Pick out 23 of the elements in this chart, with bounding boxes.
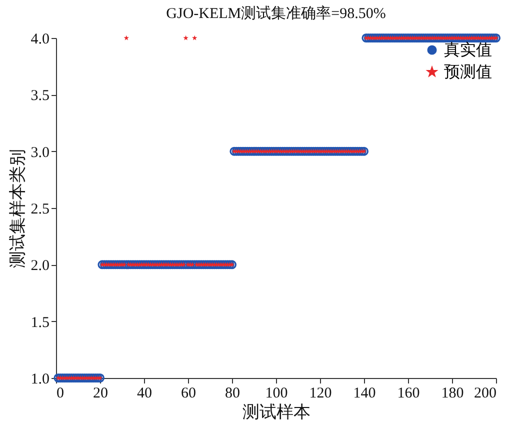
x-tick-label: 60 bbox=[181, 386, 196, 402]
x-tick-label: 120 bbox=[309, 386, 332, 402]
x-tick-label: 160 bbox=[397, 386, 420, 402]
x-axis-title: 测试样本 bbox=[242, 402, 310, 422]
legend-label: 预测值 bbox=[444, 64, 492, 81]
x-tick-label: 20 bbox=[93, 386, 108, 402]
y-tick-label: 3.5 bbox=[30, 88, 50, 104]
x-tick-label: 140 bbox=[353, 386, 376, 402]
y-tick-label: 1.5 bbox=[30, 314, 50, 331]
y-tick-label: 4.0 bbox=[30, 32, 50, 48]
y-tick-label: 1.0 bbox=[30, 372, 50, 388]
x-tick-label: 200 bbox=[474, 386, 496, 402]
x-tick-label: 40 bbox=[137, 386, 152, 402]
y-axis-title: 测试集样本类别 bbox=[8, 149, 27, 268]
legend-label: 真实值 bbox=[444, 41, 492, 59]
x-tick-label: 180 bbox=[441, 386, 464, 402]
y-tick-label: 2.5 bbox=[30, 202, 50, 218]
x-tick-label: 100 bbox=[265, 386, 288, 402]
y-tick-label: 3.0 bbox=[30, 144, 50, 161]
x-tick-label: 0 bbox=[56, 386, 64, 402]
x-tick-label: 80 bbox=[225, 386, 240, 402]
chart-title: GJO-KELM测试集准确率=98.50% bbox=[166, 5, 386, 22]
y-tick-label: 2.0 bbox=[30, 258, 50, 274]
